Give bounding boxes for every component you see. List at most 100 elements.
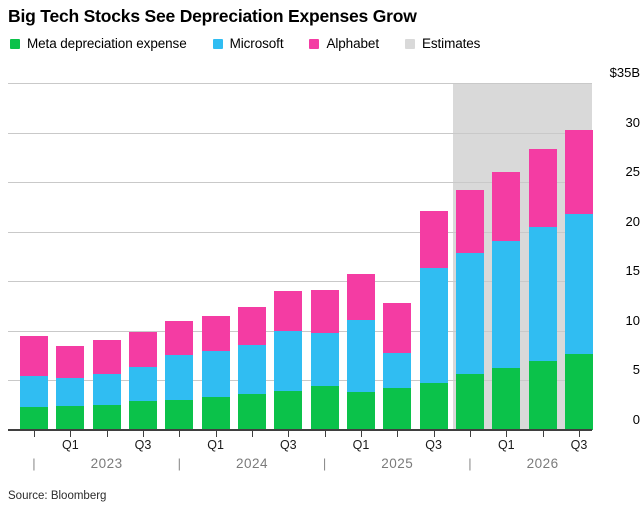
segment-meta bbox=[201, 397, 230, 430]
segment-microsoft bbox=[310, 332, 339, 387]
bar-q2-2024 bbox=[237, 307, 266, 430]
bar-q4-2022 bbox=[20, 335, 48, 430]
bar-q4-2023 bbox=[165, 320, 194, 430]
x-tick bbox=[251, 431, 253, 437]
segment-meta bbox=[310, 386, 339, 430]
segment-alphabet bbox=[201, 316, 230, 351]
y-axis-label-0: 0 bbox=[632, 412, 640, 427]
y-axis-label-15: 15 bbox=[625, 263, 640, 279]
segment-microsoft bbox=[56, 378, 85, 407]
segment-meta bbox=[92, 405, 121, 430]
segment-microsoft bbox=[455, 252, 484, 374]
x-label-q1-2023: Q1 bbox=[61, 438, 79, 452]
year-separator: | bbox=[177, 456, 182, 471]
x-label-q1-2025: Q1 bbox=[352, 438, 370, 452]
legend-item-microsoft: Microsoft bbox=[212, 36, 284, 51]
segment-alphabet bbox=[237, 307, 266, 345]
x-tick bbox=[542, 431, 544, 437]
y-axis-label-25: 25 bbox=[625, 164, 640, 180]
segment-alphabet bbox=[419, 210, 448, 269]
segment-microsoft bbox=[201, 350, 230, 398]
legend-label: Microsoft bbox=[229, 36, 284, 51]
bar-q1-2023 bbox=[56, 345, 85, 430]
segment-meta bbox=[165, 400, 194, 430]
legend-label: Meta depreciation expense bbox=[27, 36, 187, 51]
segment-alphabet bbox=[383, 303, 412, 353]
segment-microsoft bbox=[274, 330, 303, 392]
segment-alphabet bbox=[455, 190, 484, 253]
bar-q1-2026 bbox=[492, 172, 521, 430]
plot-area bbox=[8, 83, 593, 430]
segment-alphabet bbox=[56, 345, 85, 379]
chart-title: Big Tech Stocks See Depreciation Expense… bbox=[8, 6, 417, 26]
year-separator: | bbox=[468, 456, 472, 471]
bar-q2-2025 bbox=[383, 303, 412, 430]
year-separator: | bbox=[322, 456, 327, 471]
x-tick bbox=[34, 431, 35, 437]
segment-meta bbox=[383, 388, 412, 430]
segment-microsoft bbox=[237, 344, 266, 395]
segment-alphabet bbox=[310, 290, 339, 333]
year-label-2024: 2024 bbox=[235, 456, 268, 471]
x-tick bbox=[179, 431, 181, 437]
segment-microsoft bbox=[346, 319, 375, 393]
segment-alphabet bbox=[564, 129, 593, 214]
segment-alphabet bbox=[165, 320, 194, 355]
legend: Meta depreciation expense Microsoft Alphab… bbox=[10, 36, 480, 51]
bar-q1-2024 bbox=[201, 316, 230, 430]
segment-microsoft bbox=[528, 226, 557, 361]
segment-alphabet bbox=[528, 149, 557, 227]
gridline-30 bbox=[8, 132, 592, 134]
bar-q3-2024 bbox=[274, 291, 303, 430]
x-tick bbox=[469, 431, 471, 437]
year-label-2026: 2026 bbox=[526, 456, 559, 471]
y-axis-label-10: 10 bbox=[625, 312, 640, 328]
x-label-q1-2026: Q1 bbox=[497, 438, 515, 452]
x-tick bbox=[506, 431, 508, 437]
segment-meta bbox=[56, 406, 85, 430]
bar-q3-2023 bbox=[128, 331, 157, 430]
bar-q2-2023 bbox=[92, 339, 121, 430]
x-tick bbox=[215, 431, 217, 437]
x-tick bbox=[70, 431, 72, 437]
bar-q4-2024 bbox=[310, 290, 339, 430]
legend-item-meta-depreciation-expense: Meta depreciation expense bbox=[10, 36, 187, 51]
segment-alphabet bbox=[274, 291, 303, 331]
segment-meta bbox=[492, 367, 521, 430]
legend-item-alphabet: Alphabet bbox=[309, 36, 379, 51]
segment-microsoft bbox=[564, 213, 593, 354]
x-tick bbox=[578, 431, 580, 437]
x-tick bbox=[360, 431, 362, 437]
bar-q2-2026 bbox=[528, 149, 557, 430]
segment-meta bbox=[346, 392, 375, 430]
x-tick bbox=[397, 431, 399, 437]
y-axis-label-20: 20 bbox=[625, 213, 640, 229]
segment-alphabet bbox=[492, 172, 521, 241]
gridline-20 bbox=[8, 231, 592, 233]
segment-meta bbox=[419, 383, 448, 430]
gridline-15 bbox=[8, 281, 592, 283]
x-tick bbox=[433, 431, 435, 437]
segment-microsoft bbox=[165, 354, 194, 401]
legend-swatch-icon bbox=[10, 38, 20, 49]
legend-swatch-icon bbox=[309, 38, 320, 49]
legend-swatch-icon bbox=[212, 38, 223, 49]
year-separator: | bbox=[32, 456, 36, 471]
segment-meta bbox=[455, 373, 484, 430]
gridline-35 bbox=[8, 83, 592, 84]
legend-label: Estimates bbox=[421, 36, 481, 51]
x-label-q3-2025: Q3 bbox=[425, 438, 442, 452]
x-label-q3-2026: Q3 bbox=[570, 438, 588, 452]
segment-microsoft bbox=[128, 366, 157, 402]
gridline-25 bbox=[8, 182, 592, 184]
source-note: Source: Bloomberg bbox=[8, 490, 107, 502]
segment-alphabet bbox=[20, 335, 48, 377]
segment-microsoft bbox=[20, 376, 48, 408]
x-tick bbox=[142, 431, 144, 437]
x-label-q3-2024: Q3 bbox=[279, 438, 297, 452]
x-tick bbox=[288, 431, 290, 437]
legend-item-estimates: Estimates bbox=[404, 36, 481, 51]
legend-swatch-icon bbox=[404, 38, 415, 49]
x-tick bbox=[324, 431, 326, 437]
